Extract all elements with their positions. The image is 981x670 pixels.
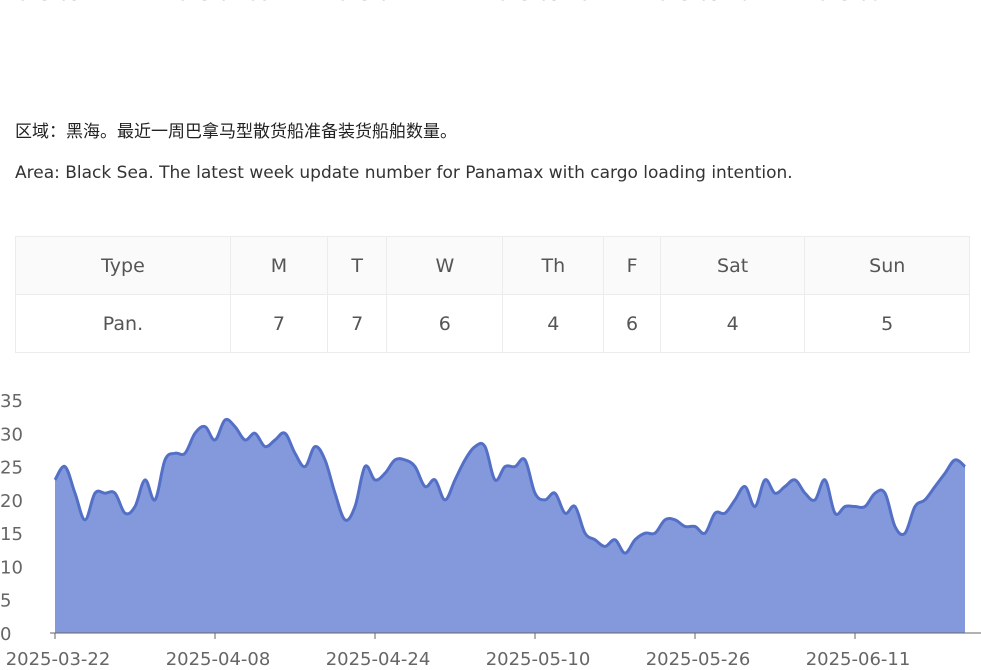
cell: 6	[386, 294, 504, 353]
header-row: Type M T W Th F Sat Sun	[15, 236, 970, 295]
x-tick-label: 2025-05-26	[646, 0, 751, 5]
cell: Pan.	[15, 294, 231, 353]
cell: Th	[502, 236, 605, 295]
cell: Sun	[804, 236, 970, 295]
x-tick-label: 2025-06-11	[806, 649, 911, 670]
x-tick-label: 2025-03-22	[6, 0, 111, 5]
x-tick-label: 2025-04-08	[166, 0, 271, 5]
table: Type M T W Th F Sat Sun Pan. 7 7 6 4 6 4 5	[15, 236, 970, 353]
y-tick-label: 15	[0, 524, 23, 545]
y-tick-label: 0	[0, 624, 11, 645]
y-tick-label: 20	[0, 491, 23, 512]
text-cn: 区域：黑海。最近一周巴拿马型散货船准备装货船舶数量。	[15, 122, 457, 142]
x-tick-label: 2025-04-08	[166, 649, 271, 670]
x-tick-label: 2025-05-26	[646, 649, 751, 670]
top-axis: 2025-03-22 2025-04-08 2025-04-24 2025-05-10…	[6, 0, 911, 5]
x-tick-label: 2025-04-24	[326, 649, 431, 670]
y-tick-label: 25	[0, 458, 23, 479]
cell: 7	[229, 294, 328, 353]
cell: T	[326, 236, 388, 295]
cell: W	[386, 236, 504, 295]
x-tick-label: 2025-04-24	[326, 0, 431, 5]
y-tick-label: 30	[0, 424, 23, 445]
chart: 0 5 10 15 20 25 30 35 2025-03-22 2025-04-08 2025-0…	[0, 391, 981, 670]
cell: Sat	[659, 236, 806, 295]
line	[53, 417, 966, 555]
cell: M	[229, 236, 328, 295]
x-tick-label: 2025-06-11	[806, 0, 911, 5]
cell: 4	[659, 294, 806, 353]
x-tick-label: 2025-03-22	[6, 649, 111, 670]
x-tick-label: 2025-05-10	[486, 0, 591, 5]
y-tick-label: 10	[0, 557, 23, 578]
text-en: Area: Black Sea. The latest week update …	[15, 163, 793, 183]
cell: 6	[603, 294, 661, 353]
cell: Type	[15, 236, 231, 295]
x-tick-label: 2025-05-10	[486, 649, 591, 670]
y-tick-label: 5	[0, 591, 11, 612]
cell: 4	[502, 294, 605, 353]
data-row: Pan. 7 7 6 4 6 4 5	[15, 294, 970, 353]
cell: 5	[804, 294, 970, 353]
cell: F	[603, 236, 661, 295]
cell: 7	[326, 294, 388, 353]
area	[55, 419, 965, 633]
y-tick-label: 35	[0, 391, 23, 412]
